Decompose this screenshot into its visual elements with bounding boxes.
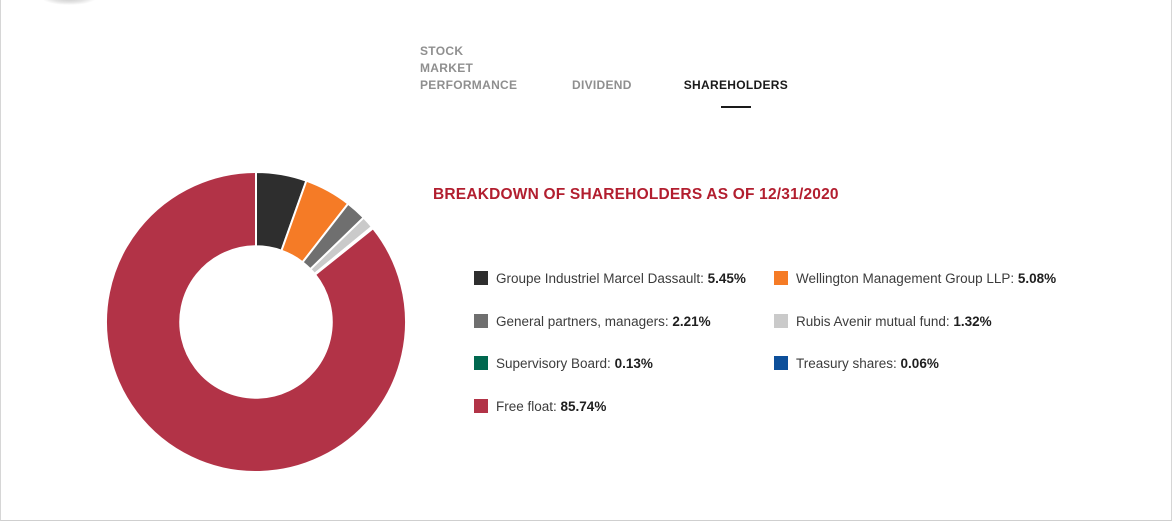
legend-swatch bbox=[474, 271, 488, 285]
legend-label: Treasury shares: 0.06% bbox=[796, 356, 939, 371]
legend-swatch bbox=[474, 356, 488, 370]
legend-label: Groupe Industriel Marcel Dassault: 5.45% bbox=[496, 271, 746, 286]
legend-swatch bbox=[474, 313, 488, 328]
donut-slice-6[interactable] bbox=[105, 171, 407, 473]
legend-label: Supervisory Board: 0.13% bbox=[496, 356, 653, 371]
legend-item-6: Free float: 85.74% bbox=[474, 398, 774, 442]
tab-dividend[interactable]: DIVIDEND bbox=[572, 78, 632, 92]
legend-swatch bbox=[774, 313, 788, 328]
legend-label: Wellington Management Group LLP: 5.08% bbox=[796, 271, 1057, 286]
tab-bar: STOCK MARKET PERFORMANCE DIVIDEND SHAREH… bbox=[420, 44, 789, 108]
legend-label: Rubis Avenir mutual fund: 1.32% bbox=[796, 313, 992, 329]
donut-svg bbox=[105, 171, 407, 473]
legend-value: 0.06% bbox=[900, 356, 939, 371]
legend-item-2: General partners, managers: 2.21% bbox=[474, 313, 774, 357]
tab-shareholders[interactable]: SHAREHOLDERS bbox=[683, 77, 789, 108]
legend-value: 1.32% bbox=[953, 313, 992, 329]
legend-item-3: Rubis Avenir mutual fund: 1.32% bbox=[774, 313, 1074, 357]
legend-value: 2.21% bbox=[672, 313, 711, 329]
legend-item-0: Groupe Industriel Marcel Dassault: 5.45% bbox=[474, 271, 774, 314]
legend-label: General partners, managers: 2.21% bbox=[496, 313, 711, 329]
legend-swatch bbox=[774, 356, 788, 370]
chart-legend: Groupe Industriel Marcel Dassault: 5.45%… bbox=[474, 271, 1074, 441]
tab-stock-market-performance[interactable]: STOCK MARKET PERFORMANCE bbox=[420, 44, 518, 92]
chart-title: BREAKDOWN OF SHAREHOLDERS AS OF 12/31/20… bbox=[433, 186, 839, 203]
logo-partial-circle bbox=[42, 0, 96, 5]
legend-swatch bbox=[774, 271, 788, 285]
legend-value: 0.13% bbox=[614, 356, 653, 371]
shareholders-donut-chart bbox=[104, 170, 408, 474]
legend-item-1: Wellington Management Group LLP: 5.08% bbox=[774, 271, 1074, 314]
active-tab-underline bbox=[720, 106, 751, 108]
legend-value: 5.08% bbox=[1017, 271, 1057, 286]
legend-swatch bbox=[474, 398, 488, 413]
tab-shareholders-label: SHAREHOLDERS bbox=[683, 78, 789, 92]
legend-item-4: Supervisory Board: 0.13% bbox=[474, 356, 774, 399]
legend-value: 85.74% bbox=[560, 398, 607, 414]
legend-value: 5.45% bbox=[707, 271, 746, 286]
legend-label: Free float: 85.74% bbox=[496, 398, 607, 414]
legend-item-5: Treasury shares: 0.06% bbox=[774, 356, 1074, 399]
